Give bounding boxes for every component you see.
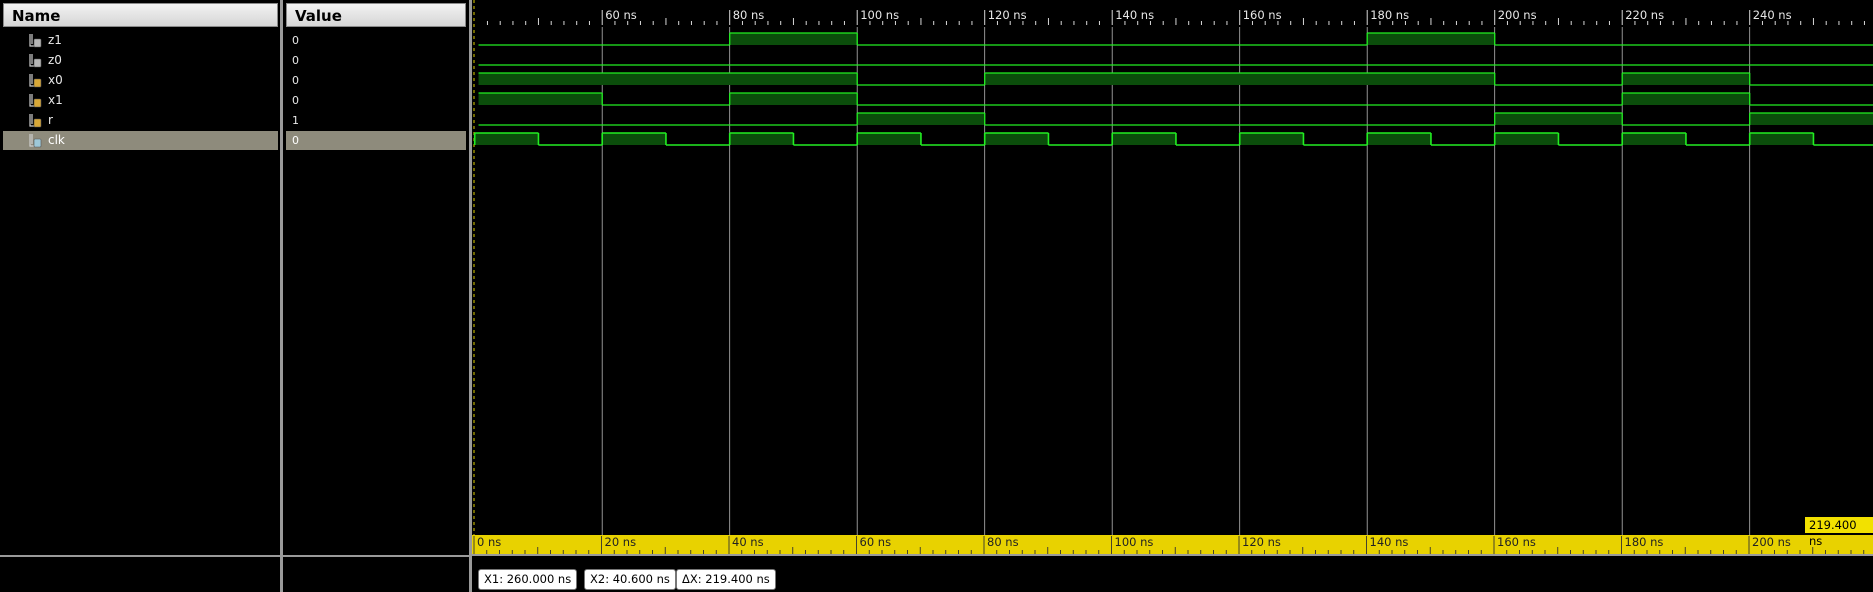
delta-ruler-label: 180 ns: [1625, 535, 1664, 549]
wave-high-fill-clk: [1367, 133, 1431, 145]
value-column-header[interactable]: Value: [286, 3, 466, 27]
signal-value-z1[interactable]: 0: [286, 31, 466, 50]
signal-name: z0: [48, 53, 62, 67]
signal-value-clk[interactable]: 0: [286, 131, 466, 150]
signal-row-clk[interactable]: clk: [3, 131, 278, 150]
delta-ruler-label: 200 ns: [1752, 535, 1791, 549]
wave-high-fill-z1: [1367, 33, 1495, 45]
wave-high-fill-x1: [478, 93, 603, 105]
delta-ruler-label: 140 ns: [1370, 535, 1409, 549]
input-signal-icon: [29, 94, 42, 108]
wave-high-fill-clk: [857, 133, 921, 145]
signal-row-z1[interactable]: z1: [3, 31, 278, 50]
wave-high-fill-r: [1494, 113, 1623, 125]
signal-value-x1[interactable]: 0: [286, 91, 466, 110]
wave-high-fill-z1: [729, 33, 858, 45]
signal-name: x1: [48, 93, 63, 107]
wave-high-fill-x0: [478, 73, 858, 85]
wave-high-fill-x0: [984, 73, 1495, 85]
delta-ruler-label: 60 ns: [860, 535, 892, 549]
signal-value: 0: [292, 74, 299, 87]
wave-high-fill-clk: [602, 133, 666, 145]
value-pane-divider: [283, 555, 469, 557]
wave-high-fill-r: [1749, 113, 1873, 125]
wave-high-fill-clk: [729, 133, 794, 145]
top-ruler-label: 100 ns: [860, 8, 899, 22]
signal-name: z1: [48, 33, 62, 47]
wave-high-fill-x1: [1622, 93, 1750, 105]
signal-row-r[interactable]: r: [3, 111, 278, 130]
wave-high-fill-clk: [1749, 133, 1814, 145]
value-pane: Value 0 0 0 0 1 0: [283, 0, 472, 592]
delta-ruler-label: 120 ns: [1242, 535, 1281, 549]
delta-ruler-label: 40 ns: [732, 535, 764, 549]
top-ruler-label: 80 ns: [733, 8, 765, 22]
signal-value-r[interactable]: 1: [286, 111, 466, 130]
wave-high-fill-clk: [474, 133, 539, 145]
wave-high-fill-clk: [1622, 133, 1686, 145]
input-signal-icon: [29, 114, 42, 128]
clock-signal-icon: [29, 134, 42, 148]
delta-ruler-label: 20 ns: [605, 535, 637, 549]
delta-x-flag: 219.400 ns: [1805, 517, 1873, 548]
top-ruler-label: 140 ns: [1115, 8, 1154, 22]
top-ruler-label: 240 ns: [1753, 8, 1792, 22]
signal-value: 0: [292, 54, 299, 67]
cursor-x1-readout: X1: 260.000 ns: [478, 569, 578, 590]
signal-name: r: [48, 113, 53, 127]
signal-value: 0: [292, 94, 299, 107]
delta-ruler-label: 0 ns: [477, 535, 501, 549]
delta-ruler-label: 100 ns: [1115, 535, 1154, 549]
waveform-pane[interactable]: 60 ns 80 ns 100 ns 120 ns 140 ns 160 ns 180 ns…: [472, 0, 1873, 592]
output-signal-icon: [29, 54, 42, 68]
wave-high-fill-x1: [729, 93, 858, 105]
signal-name: x0: [48, 73, 63, 87]
output-signal-icon: [29, 34, 42, 48]
top-ruler-label: 120 ns: [988, 8, 1027, 22]
signal-row-x1[interactable]: x1: [3, 91, 278, 110]
signal-value-z0[interactable]: 0: [286, 51, 466, 70]
signal-value: 1: [292, 114, 299, 127]
wave-high-fill-x0: [1622, 73, 1750, 85]
wave-high-fill-clk: [1239, 133, 1304, 145]
top-ruler-label: 180 ns: [1370, 8, 1409, 22]
signal-value: 0: [292, 34, 299, 47]
cursor-delta-readout: ΔX: 219.400 ns: [676, 569, 776, 590]
wave-high-fill-clk: [1112, 133, 1176, 145]
delta-ruler-label: 160 ns: [1497, 535, 1536, 549]
signal-name: clk: [48, 133, 65, 147]
top-ruler-label: 60 ns: [605, 8, 637, 22]
name-pane-divider: [0, 555, 280, 557]
wave-high-fill-r: [857, 113, 985, 125]
waveform-canvas[interactable]: 60 ns 80 ns 100 ns 120 ns 140 ns 160 ns 180 ns…: [472, 0, 1873, 592]
name-pane: Name z1 z0 x0 x1 r clk: [0, 0, 283, 592]
signal-row-x0[interactable]: x0: [3, 71, 278, 90]
input-signal-icon: [29, 74, 42, 88]
name-column-header[interactable]: Name: [3, 3, 278, 27]
top-ruler-label: 220 ns: [1625, 8, 1664, 22]
top-ruler-label: 160 ns: [1243, 8, 1282, 22]
signal-value: 0: [292, 134, 299, 147]
delta-ruler-label: 80 ns: [987, 535, 1019, 549]
signal-row-z0[interactable]: z0: [3, 51, 278, 70]
delta-ruler[interactable]: [472, 535, 1873, 554]
signal-value-x0[interactable]: 0: [286, 71, 466, 90]
wave-high-fill-clk: [1494, 133, 1559, 145]
wave-high-fill-clk: [984, 133, 1049, 145]
top-ruler-label: 200 ns: [1498, 8, 1537, 22]
cursor-x2-readout: X2: 40.600 ns: [584, 569, 676, 590]
